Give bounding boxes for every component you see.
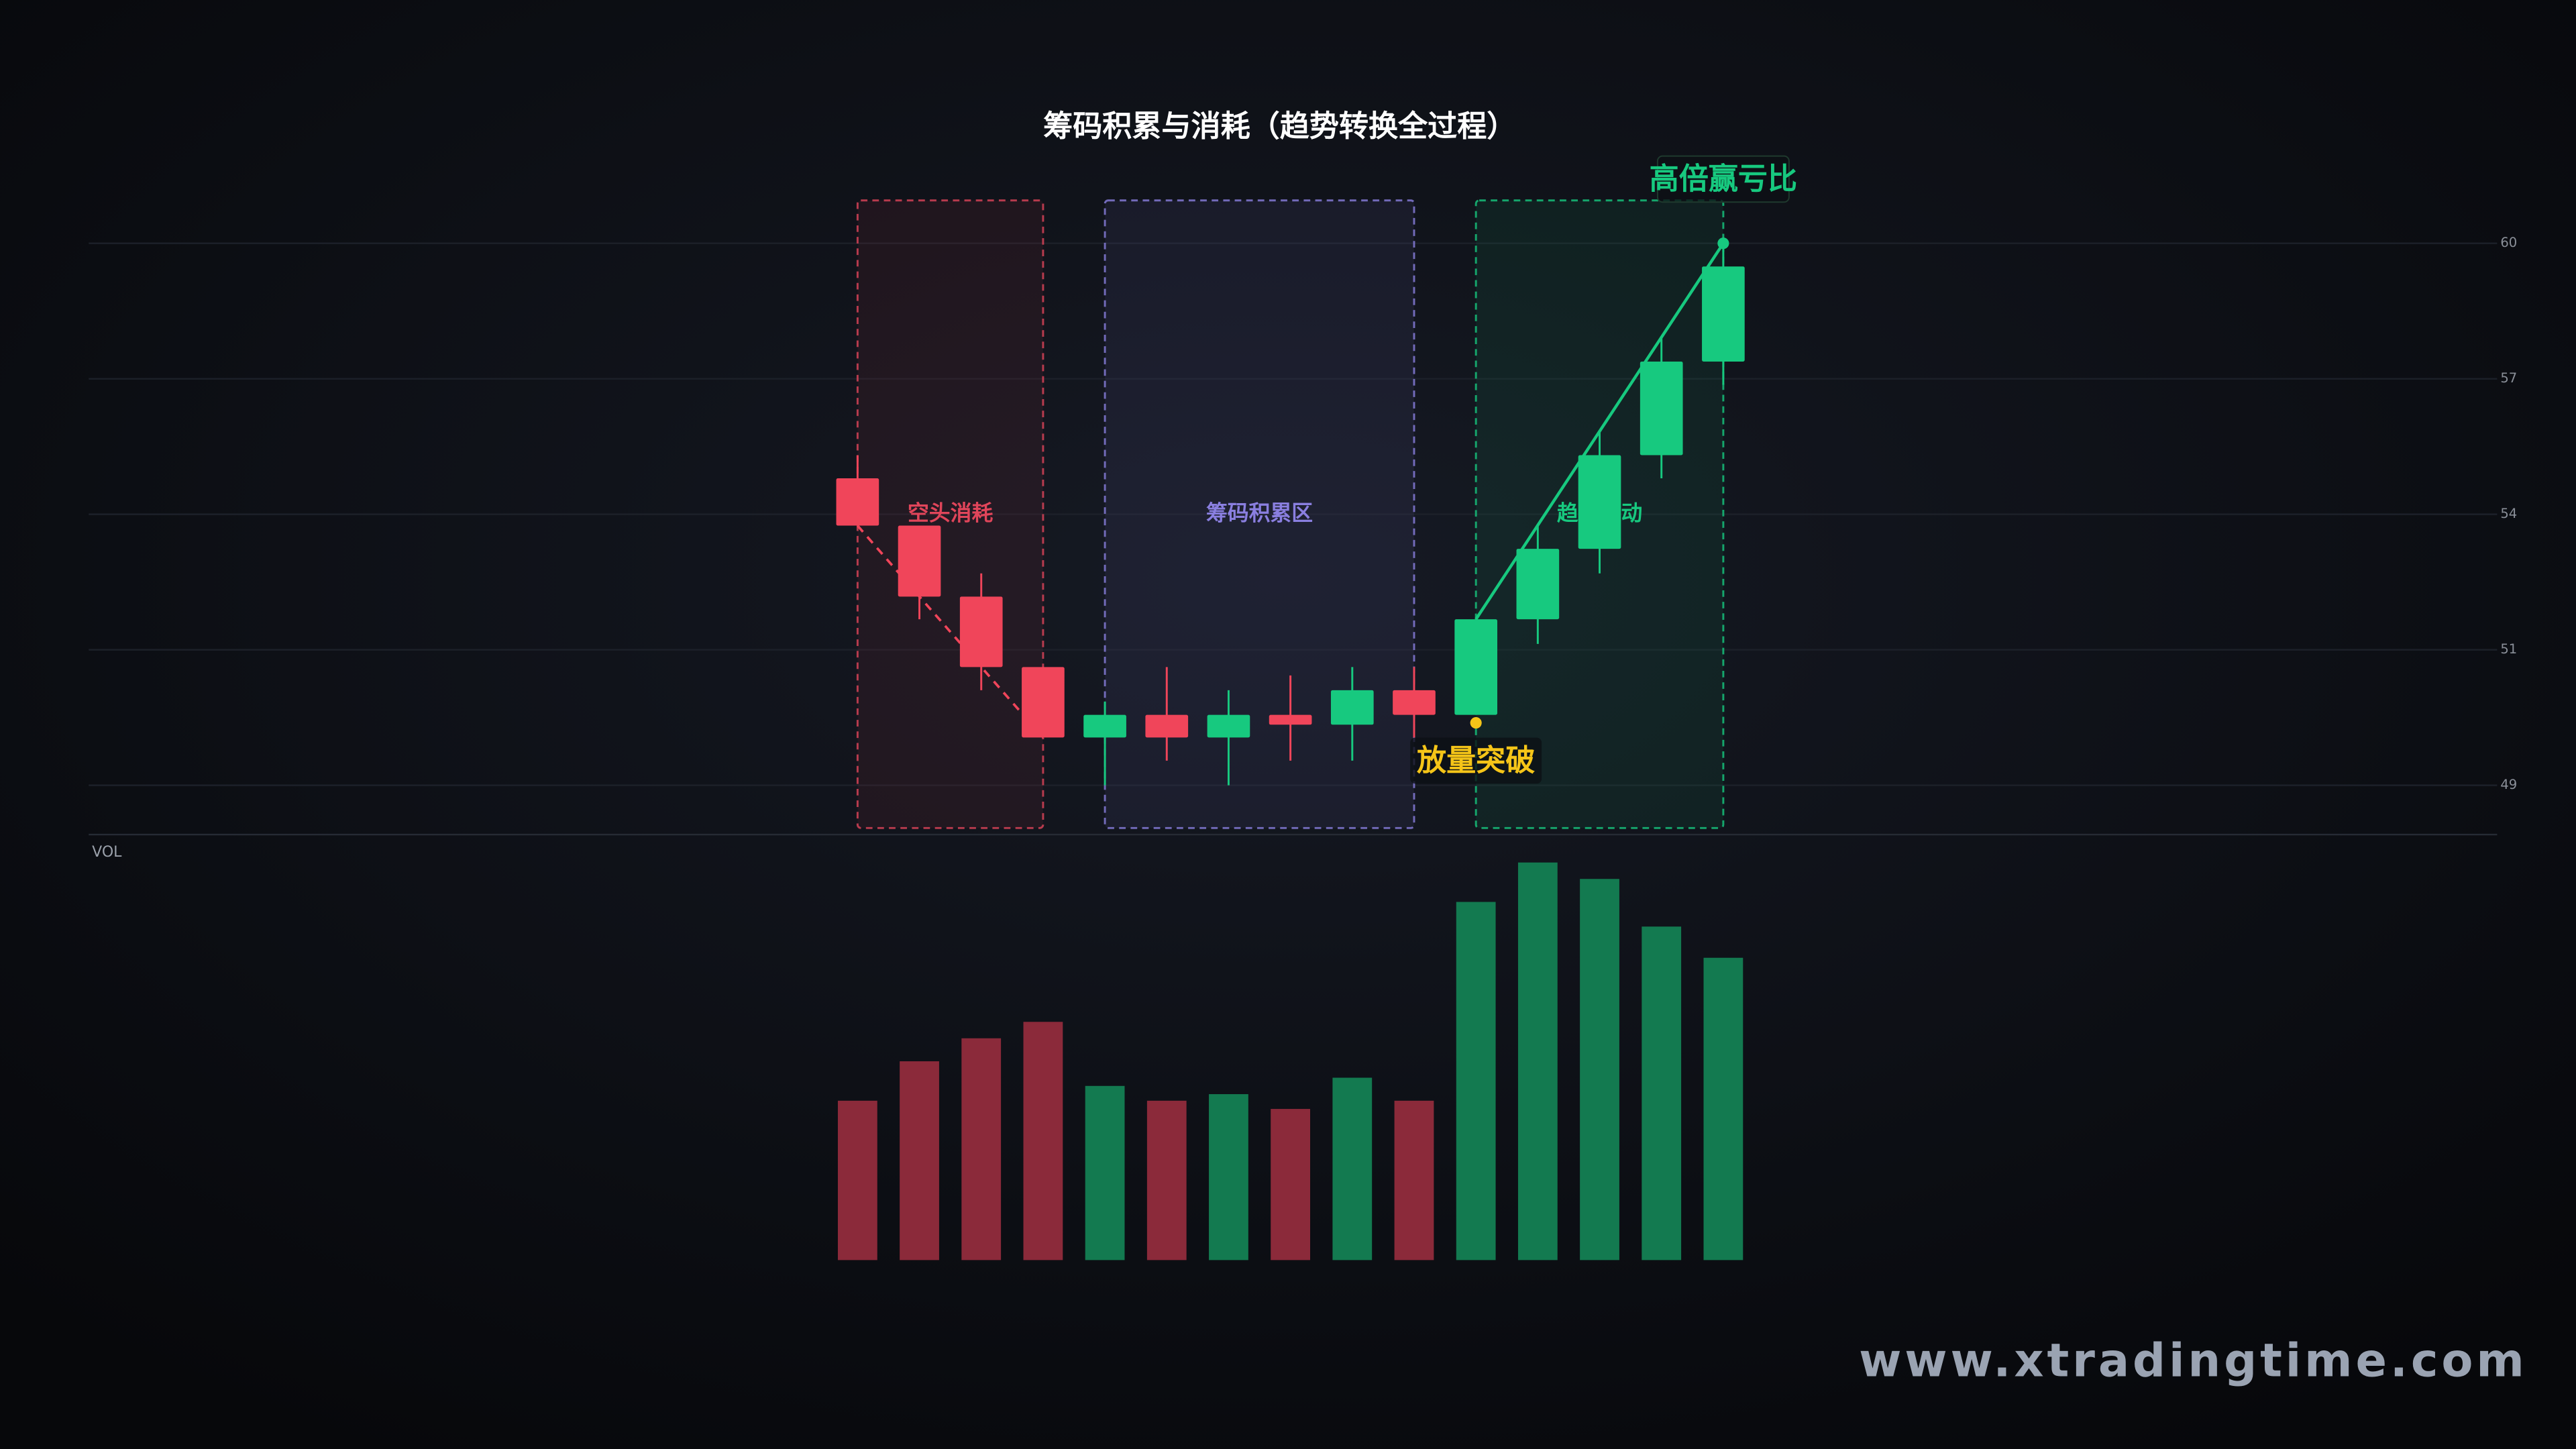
volume-bar — [837, 1100, 877, 1260]
candle-body — [1454, 619, 1497, 715]
y-tick-label: 60 — [2500, 235, 2517, 250]
y-tick-label: 51 — [2500, 641, 2517, 657]
volume-bar — [900, 1061, 939, 1260]
zone-label: 空头消耗 — [908, 500, 993, 526]
volume-bar — [1085, 1085, 1125, 1260]
candle-body — [1145, 714, 1189, 738]
candle-body — [1022, 667, 1065, 738]
volume-bar — [1209, 1094, 1248, 1260]
annotation-label: 放量突破 — [1417, 743, 1535, 777]
candle-body — [1702, 266, 1745, 362]
volume-bar — [1642, 926, 1682, 1260]
volume-bar — [961, 1038, 1002, 1260]
candle-body — [1578, 455, 1621, 549]
volume-bar — [1703, 957, 1743, 1260]
annotation-dot — [1470, 716, 1482, 729]
candle-body — [1269, 714, 1312, 725]
volume-bar — [1332, 1077, 1373, 1260]
volume-bar — [1517, 862, 1558, 1260]
chart-title: 筹码积累与消耗（趋势转换全过程） — [1043, 109, 1516, 144]
annotation-label: 高倍赢亏比 — [1650, 162, 1797, 196]
volume-bar — [1456, 902, 1496, 1260]
volume-bar — [1146, 1100, 1187, 1260]
watermark: www.xtradingtime.com — [1859, 1334, 2528, 1388]
volume-bar — [1271, 1109, 1311, 1260]
annotation-dot — [1717, 237, 1729, 250]
annotation-bg — [1410, 737, 1542, 784]
candle-body — [1640, 361, 1683, 455]
candle-body — [959, 596, 1003, 667]
zone-box — [1104, 199, 1415, 829]
y-tick-label: 54 — [2500, 506, 2517, 521]
volume-bar — [1023, 1022, 1063, 1260]
volume-label: VOL — [92, 844, 122, 861]
y-tick-label: 57 — [2500, 370, 2517, 386]
candle-body — [1083, 714, 1126, 738]
downtrend-line — [856, 525, 1044, 739]
candle-body — [1516, 549, 1560, 620]
volume-bar — [1394, 1100, 1434, 1260]
candle-body — [1393, 690, 1436, 715]
candle-body — [1330, 690, 1374, 725]
annotation-bg — [1656, 155, 1790, 203]
candle-body — [898, 525, 941, 597]
y-tick-label: 49 — [2500, 777, 2517, 792]
candle-body — [1207, 714, 1250, 738]
volume-bar — [1580, 879, 1619, 1260]
candle-body — [836, 478, 879, 526]
zone-label: 筹码积累区 — [1206, 500, 1313, 526]
